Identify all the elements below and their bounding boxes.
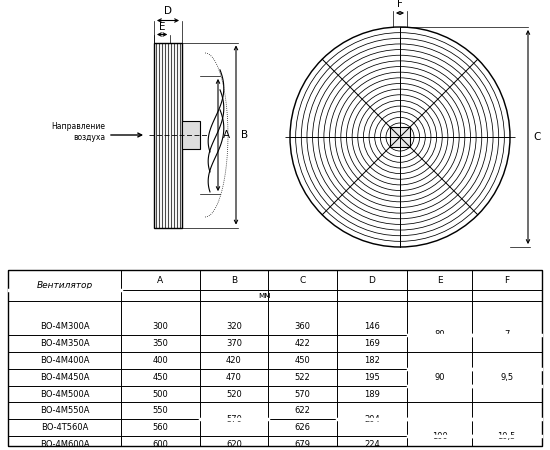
Text: 600: 600: [152, 441, 168, 450]
Text: 570: 570: [294, 390, 310, 399]
Text: A: A: [157, 275, 163, 284]
Text: 224: 224: [364, 441, 380, 450]
Text: 7: 7: [504, 330, 509, 339]
Text: E: E: [159, 22, 166, 32]
Text: мм: мм: [258, 291, 271, 300]
Text: 204: 204: [364, 415, 380, 424]
Text: 570: 570: [226, 415, 242, 424]
Text: 500: 500: [152, 390, 168, 399]
Text: F: F: [504, 275, 509, 284]
Text: ВО-4М500А: ВО-4М500А: [40, 390, 90, 399]
Text: 422: 422: [295, 338, 310, 347]
Text: 470: 470: [226, 373, 242, 382]
Text: Вентилятор: Вентилятор: [37, 281, 93, 290]
Text: 450: 450: [152, 373, 168, 382]
Text: 370: 370: [226, 338, 242, 347]
Bar: [154, 42, 182, 228]
Text: 320: 320: [226, 322, 242, 331]
Bar: [182, 121, 200, 149]
Text: 169: 169: [364, 338, 380, 347]
Text: 300: 300: [152, 322, 168, 331]
Text: ВО-4Т560А: ВО-4Т560А: [41, 423, 89, 432]
Text: ВО-4М600А: ВО-4М600А: [40, 441, 90, 450]
Text: ВО-4М450А: ВО-4М450А: [40, 373, 90, 382]
Text: A: A: [223, 130, 230, 140]
Text: E: E: [437, 275, 442, 284]
Text: 679: 679: [294, 441, 310, 450]
Text: 360: 360: [294, 322, 310, 331]
Text: 520: 520: [226, 390, 241, 399]
Text: 620: 620: [226, 441, 242, 450]
Text: 550: 550: [152, 406, 168, 415]
Text: 195: 195: [364, 373, 380, 382]
Text: C: C: [533, 132, 540, 142]
Text: Направление
воздуха: Направление воздуха: [51, 122, 105, 142]
Text: 450: 450: [295, 356, 310, 364]
Text: ВО-4М350А: ВО-4М350А: [40, 338, 90, 347]
Text: ВО-4М550А: ВО-4М550А: [40, 406, 90, 415]
Text: 350: 350: [152, 338, 168, 347]
Text: C: C: [299, 275, 306, 284]
Text: D: D: [368, 275, 376, 284]
Text: 9,5: 9,5: [500, 373, 513, 382]
Bar: [390, 127, 410, 147]
Text: 80: 80: [434, 330, 445, 339]
Text: 189: 189: [364, 390, 380, 399]
Text: 420: 420: [226, 356, 241, 364]
Text: 560: 560: [152, 423, 168, 432]
Text: F: F: [397, 0, 403, 9]
Text: 100: 100: [432, 432, 448, 441]
Text: ВО-4М400А: ВО-4М400А: [40, 356, 90, 364]
Text: 182: 182: [364, 356, 380, 364]
Text: 10,5: 10,5: [498, 432, 516, 441]
Text: 522: 522: [295, 373, 310, 382]
Text: 146: 146: [364, 322, 380, 331]
Text: 622: 622: [294, 406, 310, 415]
Text: 90: 90: [434, 373, 445, 382]
Text: ВО-4М300А: ВО-4М300А: [40, 322, 90, 331]
Text: D: D: [164, 6, 172, 17]
Text: 626: 626: [294, 423, 310, 432]
Text: B: B: [241, 130, 248, 140]
Text: 400: 400: [152, 356, 168, 364]
Text: B: B: [231, 275, 237, 284]
